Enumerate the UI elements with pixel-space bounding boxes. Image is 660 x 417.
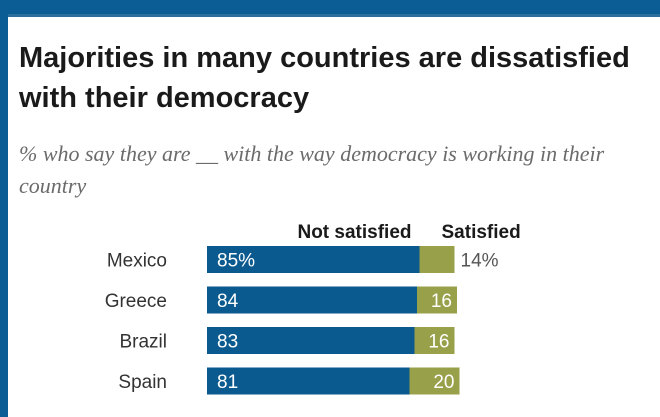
- bar-not-satisfied: [207, 246, 420, 273]
- bar-satisfied: [414, 327, 455, 354]
- bar-row: Mexico 85% 14%: [107, 246, 499, 273]
- legend-not-satisfied: Not satisfied: [297, 222, 411, 243]
- bar-satisfied: [417, 286, 457, 314]
- bar-row: Spain 81 20: [118, 367, 460, 395]
- bar-row: Greece 84 16: [105, 286, 457, 314]
- bar-not-satisfied: [207, 367, 410, 395]
- data-label-satisfied: 16: [431, 291, 452, 312]
- chart-title: Majorities in many countries are dissati…: [19, 42, 630, 114]
- data-label-not-satisfied: 83: [217, 332, 238, 353]
- bar-row: Brazil 83 16: [119, 327, 455, 354]
- category-label: Spain: [118, 372, 167, 393]
- data-label-satisfied: 14%: [461, 251, 499, 272]
- bar-not-satisfied: [207, 286, 417, 314]
- data-label-not-satisfied: 85%: [217, 251, 255, 272]
- data-label-not-satisfied: 84: [217, 291, 239, 312]
- legend-satisfied: Satisfied: [442, 222, 521, 243]
- data-label-not-satisfied: 81: [217, 372, 238, 393]
- category-label: Mexico: [107, 251, 167, 272]
- bar-chart: Not satisfied Satisfied Mexico 85% 14%Greec…: [105, 222, 521, 395]
- category-label: Greece: [105, 291, 167, 312]
- bar-not-satisfied: [207, 327, 415, 354]
- category-label: Brazil: [119, 332, 167, 353]
- data-label-satisfied: 20: [433, 372, 454, 393]
- bar-satisfied: [419, 246, 455, 273]
- data-label-satisfied: 16: [428, 332, 449, 353]
- bar-satisfied: [409, 367, 460, 395]
- chart-subtitle: % who say they are __ with the way democ…: [19, 141, 605, 198]
